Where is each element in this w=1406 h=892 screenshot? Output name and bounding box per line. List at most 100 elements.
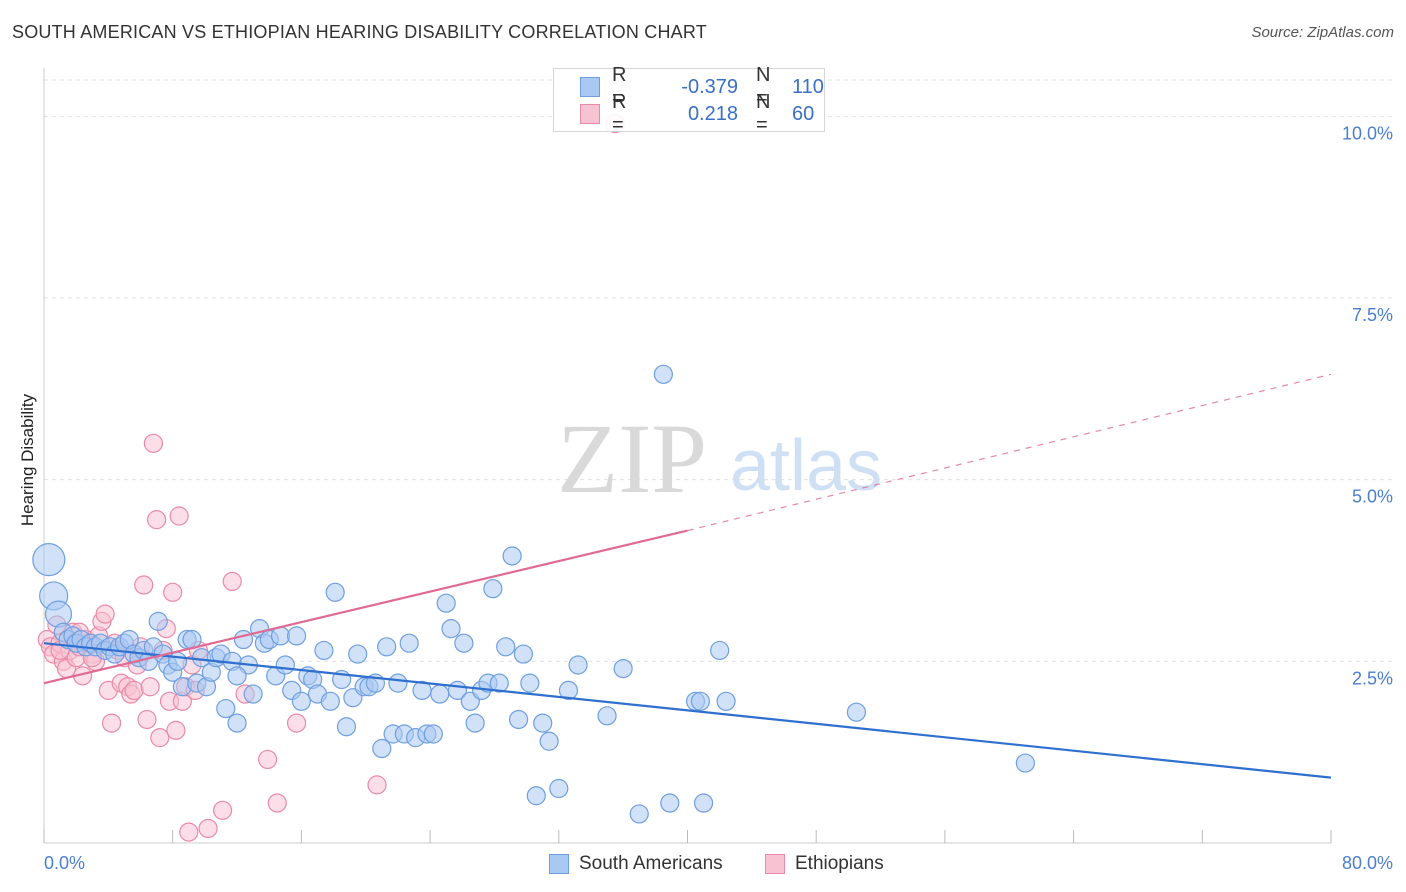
south-american-point bbox=[465, 713, 485, 733]
y-tick-label: 2.5% bbox=[1352, 668, 1393, 688]
south-american-point bbox=[693, 793, 714, 813]
y-tick-label: 7.5% bbox=[1352, 305, 1393, 325]
trend-lines bbox=[43, 373, 1332, 779]
legend-n-value: 60 bbox=[792, 102, 815, 125]
legend-n-label: N = bbox=[756, 64, 771, 109]
legend-n-label: N = bbox=[756, 91, 771, 136]
ethiopian-point bbox=[137, 709, 157, 730]
ethiopian-point bbox=[101, 713, 122, 733]
legend-n-value: 110 bbox=[792, 75, 824, 98]
south-american-point bbox=[436, 593, 456, 613]
south-american-point bbox=[508, 709, 529, 730]
south-american-point bbox=[533, 713, 553, 733]
south-american-point bbox=[372, 738, 392, 759]
legend-r-value: -0.379 bbox=[681, 75, 738, 98]
watermark: ZIP atlas bbox=[557, 403, 882, 514]
x-tick-label-max: 80.0% bbox=[1342, 853, 1393, 873]
ethiopian-point bbox=[140, 677, 160, 697]
south-american-point bbox=[549, 778, 569, 799]
legend-r-label: R = bbox=[612, 64, 627, 109]
south-american-point bbox=[227, 713, 247, 733]
y-tick-label: 10.0% bbox=[1342, 123, 1393, 143]
y-tick-label: 5.0% bbox=[1352, 487, 1393, 507]
south-american-point bbox=[597, 706, 617, 726]
bottom-legend-south-americans[interactable]: South Americans bbox=[549, 852, 723, 876]
south-american-point bbox=[716, 691, 736, 711]
south-american-point bbox=[320, 691, 340, 711]
south-american-point bbox=[399, 633, 419, 653]
south-american-point bbox=[325, 582, 345, 602]
south-american-point bbox=[690, 691, 710, 711]
south-american-point bbox=[539, 731, 559, 751]
south-american-point bbox=[314, 640, 334, 661]
south-american-point bbox=[286, 626, 307, 646]
south-americans-points bbox=[32, 364, 1035, 824]
x-tick-label-min: 0.0% bbox=[44, 853, 85, 873]
south-american-point bbox=[558, 680, 579, 701]
bottom-legend-label: Ethiopians bbox=[795, 853, 884, 874]
watermark-atlas: atlas bbox=[730, 426, 882, 506]
south-american-point bbox=[846, 702, 867, 722]
ethiopian-point bbox=[212, 800, 233, 820]
watermark-zip: ZIP bbox=[557, 403, 707, 514]
ethiopian-point bbox=[124, 680, 144, 701]
south-american-point bbox=[653, 364, 673, 384]
ethiopian-point bbox=[286, 713, 307, 733]
south-american-point bbox=[377, 637, 397, 657]
tick-labels: 2.5% 5.0% 7.5% 10.0% 0.0% 80.0% bbox=[44, 123, 1393, 873]
south-american-point bbox=[483, 579, 503, 599]
south-american-point bbox=[148, 611, 168, 631]
south-american-point bbox=[423, 724, 443, 744]
south-american-point bbox=[275, 655, 295, 675]
source-label: Source: ZipAtlas.com bbox=[1251, 24, 1394, 41]
south-american-point bbox=[167, 651, 188, 671]
south-american-point bbox=[336, 717, 357, 737]
gridlines bbox=[44, 79, 1392, 662]
legend-swatch-pink bbox=[580, 104, 600, 124]
ethiopian-point bbox=[222, 571, 242, 592]
legend: R = -0.379 N = 110 R = 0.218 N = 60 bbox=[553, 64, 825, 136]
ethiopian-point bbox=[198, 818, 218, 839]
south-american-point bbox=[613, 658, 633, 679]
axes bbox=[43, 68, 1332, 844]
south-american-point bbox=[513, 644, 534, 664]
south-american-point bbox=[243, 684, 263, 704]
bottom-legend-swatch-pink bbox=[765, 854, 785, 874]
legend-r-value: 0.218 bbox=[687, 102, 738, 125]
south-americans-trend-line bbox=[43, 642, 1332, 779]
south-american-point bbox=[348, 644, 368, 664]
bottom-legend-ethiopians[interactable]: Ethiopians bbox=[765, 852, 884, 876]
south-american-point bbox=[430, 684, 450, 704]
ethiopians-points bbox=[37, 113, 625, 842]
south-american-point bbox=[227, 666, 247, 686]
south-american-point bbox=[520, 673, 540, 693]
south-american-point bbox=[454, 633, 474, 653]
ethiopian-point bbox=[258, 749, 278, 770]
ethiopian-point bbox=[179, 822, 199, 842]
ethiopian-point bbox=[134, 575, 154, 595]
ethiopian-point bbox=[267, 793, 287, 813]
ethiopian-point bbox=[163, 582, 183, 602]
ethiopian-point bbox=[143, 433, 163, 453]
south-american-point bbox=[1015, 753, 1035, 773]
south-american-point bbox=[291, 691, 311, 711]
south-american-point bbox=[441, 619, 461, 639]
south-american-point bbox=[629, 804, 649, 824]
south-american-point bbox=[32, 542, 66, 577]
south-american-point bbox=[660, 793, 680, 813]
ethiopian-point bbox=[95, 604, 115, 624]
south-american-point bbox=[496, 637, 516, 657]
ethiopian-point bbox=[367, 775, 387, 795]
bottom-legend-swatch-blue bbox=[549, 854, 569, 874]
legend-r-label: R = bbox=[612, 91, 627, 136]
south-american-point bbox=[710, 640, 730, 661]
chart-title: SOUTH AMERICAN VS ETHIOPIAN HEARING DISA… bbox=[12, 22, 707, 42]
bottom-legend-label: South Americans bbox=[579, 853, 723, 874]
south-american-point bbox=[568, 655, 588, 675]
south-american-point bbox=[216, 698, 236, 719]
south-american-point bbox=[44, 600, 73, 628]
ethiopian-point bbox=[169, 506, 189, 526]
ethiopians-trend-line bbox=[43, 529, 688, 685]
ethiopian-point bbox=[150, 728, 170, 748]
